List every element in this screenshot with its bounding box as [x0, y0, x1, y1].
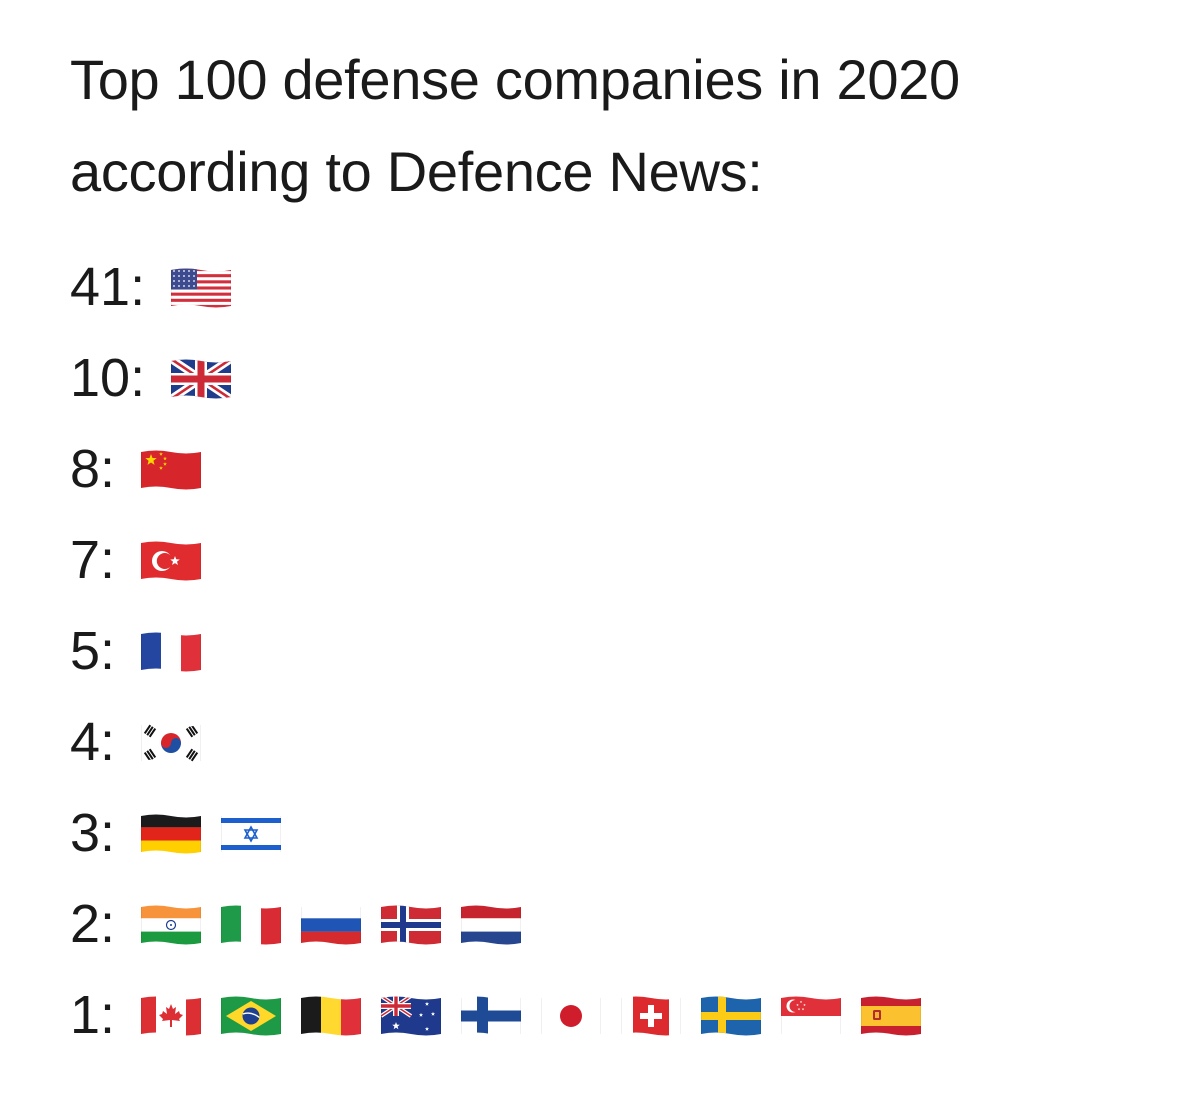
flag-finland-icon — [461, 996, 522, 1035]
flag-group — [171, 358, 232, 400]
flag-sweden-icon — [701, 996, 762, 1035]
flag-group — [141, 540, 202, 582]
flag-group — [141, 449, 202, 491]
company-count: 4: — [70, 712, 116, 772]
flag-united-states-icon — [171, 268, 232, 307]
flag-japan-icon — [541, 996, 602, 1035]
flag-group — [141, 722, 202, 764]
list-item: 10: — [70, 333, 1170, 424]
country-count-list: 41: 10: 8: 7: 5: 4: 3: 2: 1: — [70, 242, 1170, 1061]
flag-israel-icon — [221, 814, 282, 853]
flag-group — [141, 995, 922, 1037]
company-count: 10: — [70, 348, 146, 408]
flag-russia-icon — [301, 905, 362, 944]
title-line-2: according to Defence News: — [70, 140, 763, 203]
flag-turkey-icon — [141, 541, 202, 580]
list-item: 41: — [70, 242, 1170, 333]
flag-china-icon — [141, 450, 202, 489]
flag-group — [141, 631, 202, 673]
company-count: 3: — [70, 803, 116, 863]
flag-belgium-icon — [301, 996, 362, 1035]
flag-brazil-icon — [221, 996, 282, 1035]
list-item: 4: — [70, 697, 1170, 788]
list-item: 2: — [70, 879, 1170, 970]
flag-germany-icon — [141, 814, 202, 853]
flag-france-icon — [141, 632, 202, 671]
flag-spain-icon — [861, 996, 922, 1035]
flag-india-icon — [141, 905, 202, 944]
title-line-1: Top 100 defense companies in 2020 — [70, 48, 960, 111]
flag-group — [141, 813, 282, 855]
flag-group — [141, 904, 522, 946]
company-count: 1: — [70, 985, 116, 1045]
flag-canada-icon — [141, 996, 202, 1035]
list-item: 5: — [70, 606, 1170, 697]
flag-netherlands-icon — [461, 905, 522, 944]
page-title: Top 100 defense companies in 2020 accord… — [70, 34, 1170, 218]
flag-singapore-icon — [781, 996, 842, 1035]
company-count: 2: — [70, 894, 116, 954]
company-count: 5: — [70, 621, 116, 681]
list-item: 3: — [70, 788, 1170, 879]
flag-united-kingdom-icon — [171, 359, 232, 398]
company-count: 8: — [70, 439, 116, 499]
flag-australia-icon — [381, 996, 442, 1035]
flag-group — [171, 267, 232, 309]
list-item: 8: — [70, 424, 1170, 515]
list-item: 1: — [70, 970, 1170, 1061]
flag-switzerland-icon — [621, 996, 682, 1035]
company-count: 41: — [70, 257, 146, 317]
flag-south-korea-icon — [141, 723, 202, 762]
list-item: 7: — [70, 515, 1170, 606]
company-count: 7: — [70, 530, 116, 590]
flag-norway-icon — [381, 905, 442, 944]
flag-italy-icon — [221, 905, 282, 944]
